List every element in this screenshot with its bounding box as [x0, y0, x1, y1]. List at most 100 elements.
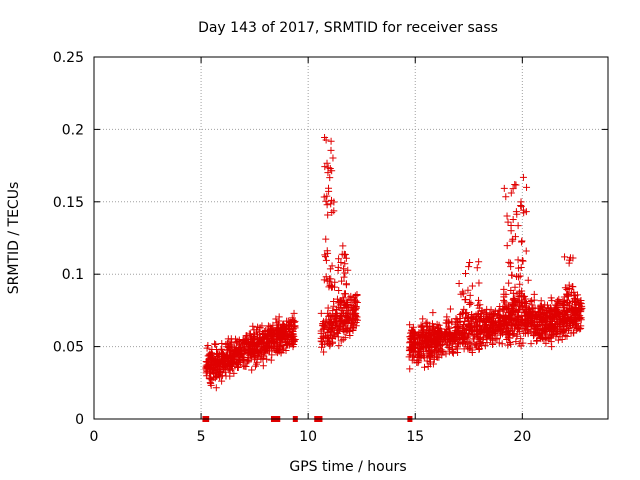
- data-point: [517, 342, 525, 350]
- data-point: [519, 298, 527, 306]
- data-point: [503, 321, 511, 329]
- data-point: [532, 313, 540, 321]
- data-point: [566, 318, 574, 326]
- data-point: [338, 312, 346, 320]
- x-tick-label: 20: [513, 429, 531, 445]
- data-point: [489, 340, 497, 348]
- data-point: [468, 311, 476, 319]
- data-point: [221, 354, 229, 362]
- data-point: [561, 312, 569, 320]
- data-point: [449, 340, 457, 348]
- data-point: [352, 309, 360, 317]
- data-point: [224, 361, 232, 369]
- data-point: [458, 310, 466, 318]
- data-point: [250, 350, 258, 358]
- data-point: [426, 346, 434, 354]
- data-point: [466, 258, 474, 266]
- data-point: [532, 337, 540, 345]
- data-point: [351, 292, 359, 300]
- data-point: [510, 330, 518, 338]
- data-point: [458, 328, 466, 336]
- data-point: [524, 330, 532, 338]
- plot-frame: [93, 56, 609, 420]
- data-point: [568, 298, 576, 306]
- data-point: [460, 321, 468, 329]
- data-point: [448, 348, 456, 356]
- data-point: [240, 345, 248, 353]
- data-point: [217, 346, 225, 354]
- data-point: [229, 358, 237, 366]
- data-point: [553, 303, 561, 311]
- data-point: [564, 299, 572, 307]
- data-point: [339, 242, 347, 250]
- data-point: [332, 310, 340, 318]
- data-point: [258, 322, 266, 330]
- data-point: [530, 290, 538, 298]
- data-point: [547, 338, 555, 346]
- data-point: [322, 197, 330, 205]
- data-point: [521, 302, 529, 310]
- data-point: [508, 271, 516, 279]
- data-point: [418, 339, 426, 347]
- data-point: [474, 310, 482, 318]
- data-point: [447, 334, 455, 342]
- data-point: [275, 317, 283, 325]
- data-point: [340, 296, 348, 304]
- data-point: [406, 365, 414, 373]
- data-point: [255, 339, 263, 347]
- data-point: [495, 307, 503, 315]
- data-point: [446, 305, 454, 313]
- data-point: [513, 290, 521, 298]
- data-point: [275, 346, 283, 354]
- data-point: [513, 210, 521, 218]
- data-point: [548, 324, 556, 332]
- data-point: [563, 332, 571, 340]
- data-point: [328, 262, 336, 270]
- data-point: [422, 344, 430, 352]
- data-point: [338, 250, 346, 258]
- data-point: [533, 327, 541, 335]
- data-point: [573, 310, 581, 318]
- data-point: [217, 369, 225, 377]
- data-point: [507, 227, 515, 235]
- data-point: [266, 335, 274, 343]
- data-point: [317, 327, 325, 335]
- data-point: [511, 181, 519, 189]
- data-point: [550, 312, 558, 320]
- data-point: [232, 339, 240, 347]
- data-point: [347, 297, 355, 305]
- data-point: [516, 299, 524, 307]
- data-point: [421, 363, 429, 371]
- data-point: [517, 198, 525, 206]
- data-point: [341, 260, 349, 268]
- data-point: [423, 357, 431, 365]
- data-point: [419, 327, 427, 335]
- data-point: [220, 353, 228, 361]
- data-point: [326, 165, 334, 173]
- data-point: [498, 330, 506, 338]
- data-point: [533, 337, 541, 345]
- data-point: [409, 345, 417, 353]
- data-point: [546, 304, 554, 312]
- data-point: [505, 258, 513, 266]
- data-point: [566, 306, 574, 314]
- data-point: [241, 336, 249, 344]
- data-point: [565, 259, 573, 267]
- data-point: [505, 326, 513, 334]
- data-point: [431, 337, 439, 345]
- data-point: [218, 345, 226, 353]
- data-point: [230, 369, 238, 377]
- x-tick-label: 10: [299, 429, 317, 445]
- data-point: [504, 341, 512, 349]
- data-point: [251, 362, 259, 370]
- data-point: [244, 357, 252, 365]
- data-point: [336, 313, 344, 321]
- data-point: [572, 322, 580, 330]
- data-point: [495, 339, 503, 347]
- data-point: [468, 282, 476, 290]
- data-point: [569, 283, 577, 291]
- data-point: [499, 305, 507, 313]
- data-point: [533, 314, 541, 322]
- data-point: [500, 184, 508, 192]
